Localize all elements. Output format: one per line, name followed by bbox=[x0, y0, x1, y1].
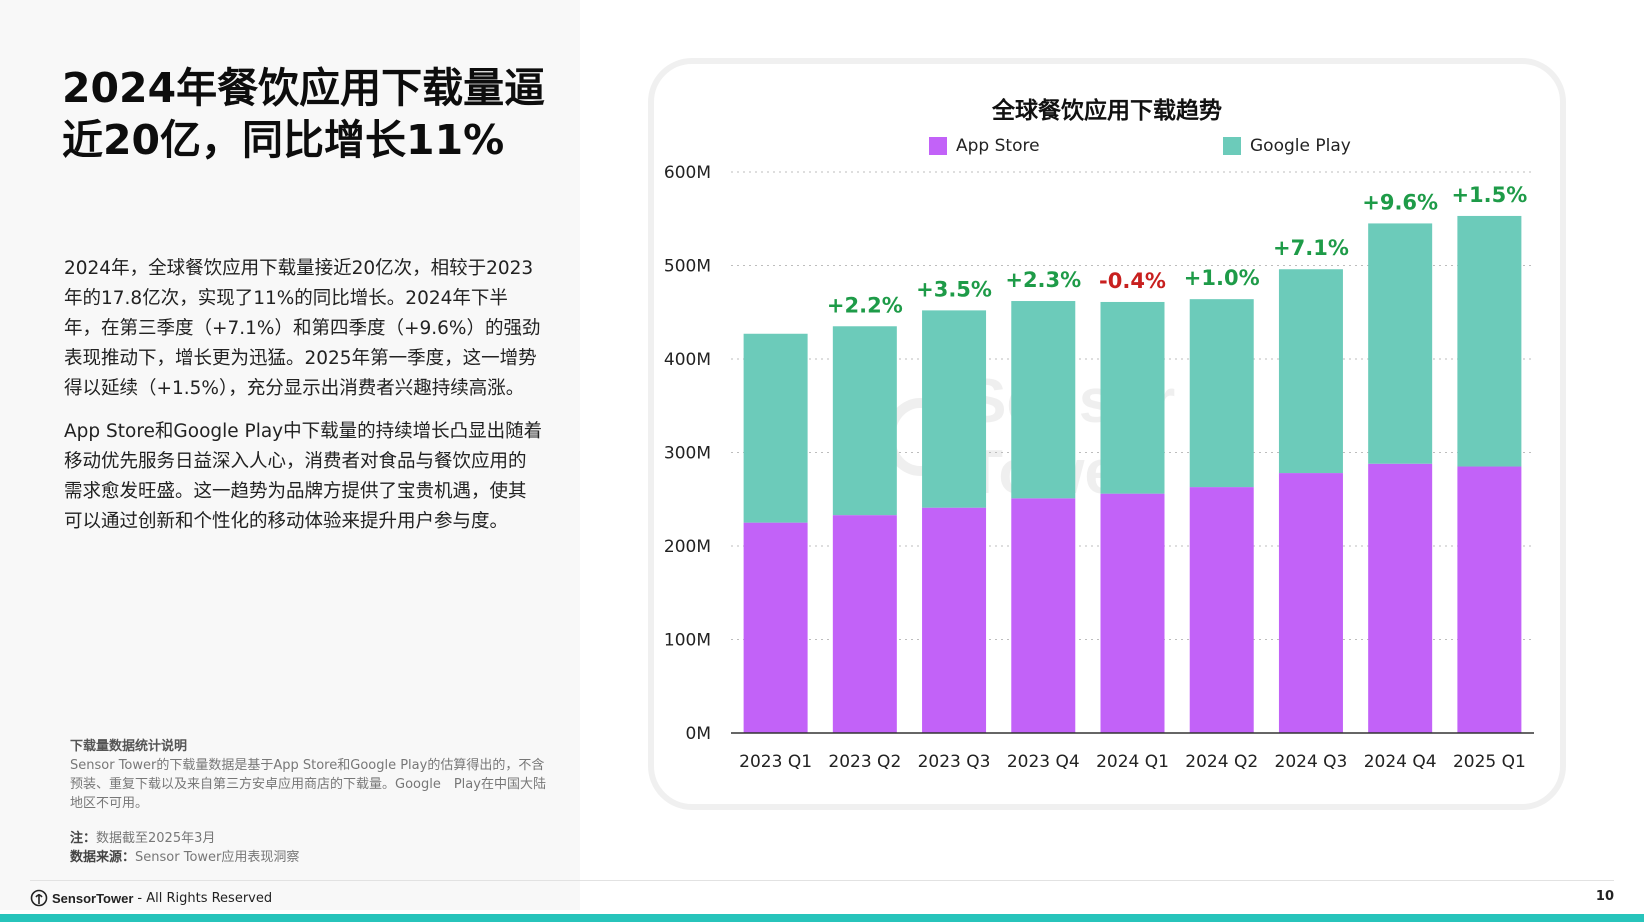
page-title: 2024年餐饮应用下载量逼 近20亿，同比增长11% bbox=[62, 62, 562, 166]
x-tick-label: 2024 Q1 bbox=[1096, 752, 1169, 772]
x-tick-label: 2023 Q3 bbox=[918, 752, 991, 772]
legend-label-google-play: Google Play bbox=[1250, 136, 1351, 156]
growth-label: +2.2% bbox=[827, 293, 903, 317]
legend-swatch-google-play bbox=[1223, 137, 1241, 155]
source-label: 数据来源： bbox=[70, 850, 136, 865]
growth-label: +1.5% bbox=[1451, 183, 1527, 207]
notes-heading: 下载量数据统计说明 bbox=[70, 739, 188, 754]
footer-brand-name: SensorTower bbox=[52, 890, 134, 906]
bar-segment-app-store bbox=[1100, 493, 1165, 733]
x-tick-label: 2025 Q1 bbox=[1453, 752, 1526, 772]
x-tick-label: 2024 Q3 bbox=[1275, 752, 1348, 772]
chart-legend: App Store Google Play bbox=[0, 136, 1644, 158]
x-tick-label: 2024 Q2 bbox=[1185, 752, 1258, 772]
body-text: 2024年，全球餐饮应用下载量接近20亿次，相较于2023年的17.8亿次，实现… bbox=[64, 254, 544, 550]
bar-segment-app-store bbox=[1011, 498, 1076, 733]
body-paragraph-2: App Store和Google Play中下载量的持续增长凸显出随着移动优先服… bbox=[64, 421, 543, 532]
bar-segment-google-play bbox=[1368, 223, 1433, 464]
legend-item-google-play: Google Play bbox=[1223, 136, 1351, 156]
sensor-tower-icon bbox=[30, 889, 48, 907]
x-tick-label: 2024 Q4 bbox=[1364, 752, 1437, 772]
bar-segment-app-store bbox=[743, 522, 808, 733]
notes-body: Sensor Tower的下载量数据是基于App Store和Google Pl… bbox=[70, 758, 546, 811]
y-tick-label: 600M bbox=[664, 163, 711, 183]
bar-segment-app-store bbox=[1368, 463, 1433, 733]
legend-swatch-app-store bbox=[929, 137, 947, 155]
y-tick-label: 0M bbox=[686, 724, 711, 744]
footer-brand: SensorTower - All Rights Reserved bbox=[30, 889, 272, 907]
growth-label: +1.0% bbox=[1184, 266, 1260, 290]
bar-segment-app-store bbox=[1278, 473, 1343, 733]
legend-label-app-store: App Store bbox=[956, 136, 1040, 156]
bar-segment-google-play bbox=[743, 333, 808, 523]
bar-segment-app-store bbox=[1189, 487, 1254, 733]
bottom-accent-bar bbox=[0, 914, 1644, 922]
x-tick-label: 2023 Q2 bbox=[828, 752, 901, 772]
bar-segment-google-play bbox=[1457, 215, 1522, 467]
data-source-note: 数据来源：Sensor Tower应用表现洞察 bbox=[70, 848, 550, 867]
y-tick-label: 400M bbox=[664, 350, 711, 370]
y-tick-label: 500M bbox=[664, 257, 711, 277]
growth-label: +9.6% bbox=[1362, 190, 1438, 214]
y-tick-label: 300M bbox=[664, 444, 711, 464]
bar-segment-app-store bbox=[1457, 466, 1522, 733]
growth-label: +3.5% bbox=[916, 277, 992, 301]
text-panel bbox=[0, 0, 580, 910]
page-title-line1: 2024年餐饮应用下载量逼 bbox=[62, 64, 546, 112]
growth-label: +7.1% bbox=[1273, 236, 1349, 260]
legend-item-app-store: App Store bbox=[929, 136, 1040, 156]
footer-rights: - All Rights Reserved bbox=[137, 890, 273, 906]
x-tick-label: 2023 Q4 bbox=[1007, 752, 1080, 772]
y-tick-label: 200M bbox=[664, 537, 711, 557]
bar-segment-google-play bbox=[1100, 301, 1165, 494]
page-number: 10 bbox=[1595, 889, 1614, 904]
footer-divider bbox=[30, 880, 1614, 881]
growth-label: -0.4% bbox=[1099, 269, 1166, 293]
source-value: Sensor Tower应用表现洞察 bbox=[135, 850, 300, 865]
note-value: 数据截至2025年3月 bbox=[96, 831, 216, 846]
bar-segment-app-store bbox=[922, 507, 987, 733]
notes-section: 下载量数据统计说明 Sensor Tower的下载量数据是基于App Store… bbox=[70, 737, 550, 867]
bar-segment-google-play bbox=[922, 310, 987, 508]
bar-segment-google-play bbox=[1011, 301, 1076, 499]
data-cutoff-note: 注：数据截至2025年3月 bbox=[70, 829, 550, 848]
body-paragraph-1: 2024年，全球餐饮应用下载量接近20亿次，相较于2023年的17.8亿次，实现… bbox=[64, 258, 541, 399]
bar-segment-google-play bbox=[1278, 269, 1343, 474]
bar-segment-google-play bbox=[1189, 299, 1254, 488]
note-label: 注： bbox=[70, 831, 97, 846]
y-tick-label: 100M bbox=[664, 631, 711, 651]
x-tick-label: 2023 Q1 bbox=[739, 752, 812, 772]
page-title-line2: 近20亿，同比增长11% bbox=[62, 116, 505, 164]
growth-label: +2.3% bbox=[1005, 268, 1081, 292]
bar-segment-app-store bbox=[832, 515, 897, 733]
bar-segment-google-play bbox=[832, 326, 897, 516]
chart-title: 全球餐饮应用下载趋势 bbox=[992, 98, 1222, 124]
